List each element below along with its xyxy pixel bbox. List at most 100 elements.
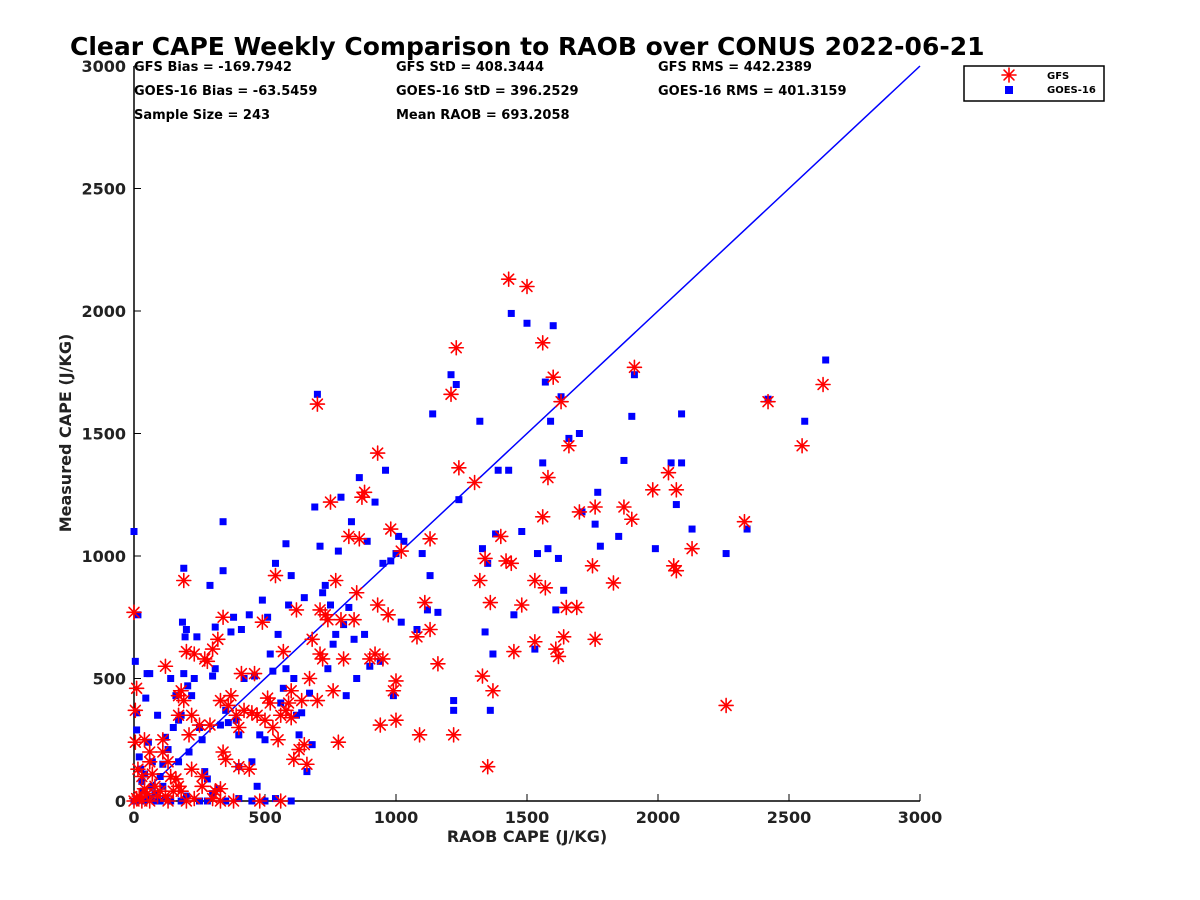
gfs-point — [333, 611, 349, 628]
gfs-point — [388, 712, 404, 728]
gfs-point — [534, 508, 551, 525]
gfs-point — [411, 727, 428, 743]
goes-point — [211, 665, 219, 673]
goes-point — [539, 459, 547, 467]
gfs-point — [275, 643, 292, 660]
gfs-point — [479, 758, 496, 775]
goes-point — [332, 630, 340, 638]
goes-point — [290, 675, 298, 682]
gfs-point — [668, 562, 685, 579]
goes-point — [182, 626, 190, 633]
y-tick-label: 2500 — [81, 180, 126, 199]
goes-point — [222, 706, 230, 714]
goes-point — [156, 773, 164, 780]
goes-point — [688, 525, 696, 533]
goes-point — [184, 682, 192, 690]
goes-point — [227, 628, 235, 636]
goes-point — [190, 675, 198, 682]
stat-goes-rms: GOES-16 RMS = 401.3159 — [658, 84, 847, 99]
goes-point — [486, 706, 494, 714]
gfs-point — [186, 790, 203, 807]
goes-point — [133, 726, 141, 734]
goes-point — [334, 547, 342, 555]
gfs-point — [393, 543, 410, 559]
goes-point — [300, 594, 308, 602]
stats-block: GFS Bias = -169.7942 GFS StD = 408.3444 … — [134, 60, 847, 123]
goes-point — [159, 760, 167, 768]
gfs-point — [233, 665, 250, 682]
goes-point — [455, 496, 463, 504]
goes-point — [429, 410, 437, 418]
gfs-point — [212, 780, 229, 797]
goes-point — [651, 545, 659, 553]
gfs-point — [571, 504, 588, 520]
goes-point — [269, 667, 277, 675]
goes-point — [547, 417, 555, 425]
goes-point — [154, 711, 162, 719]
goes-point — [489, 650, 497, 658]
goes-point — [353, 675, 361, 682]
gfs-point — [178, 643, 195, 660]
gfs-point — [372, 717, 389, 733]
goes-point — [510, 611, 518, 619]
goes-point — [340, 621, 348, 629]
gfs-point — [335, 651, 352, 667]
legend-box — [963, 65, 1105, 102]
stat-gfs-std: GFS StD = 408.3444 — [396, 60, 544, 75]
gfs-point — [375, 651, 391, 667]
gfs-point — [605, 575, 622, 591]
goes-point — [544, 545, 552, 553]
legend-gfs-label: GFS — [1047, 71, 1069, 82]
gfs-point — [228, 707, 244, 724]
gfs-point — [448, 339, 465, 356]
goes-point — [594, 488, 602, 496]
gfs-point — [141, 793, 158, 809]
gfs-point — [369, 597, 386, 613]
gfs-point — [422, 621, 438, 638]
axis-ticks: 0 500 1000 1500 2000 2500 3000 0 500 1000 1500 2000… — [81, 57, 942, 827]
y-tick-label: 3000 — [81, 57, 126, 76]
gfs-point — [283, 709, 300, 726]
goes-point — [133, 709, 141, 717]
gfs-point — [527, 572, 543, 589]
goes-point — [285, 601, 293, 609]
goes-point — [188, 692, 196, 700]
gfs-series — [126, 271, 831, 809]
goes-point — [298, 709, 306, 717]
gfs-point — [482, 594, 499, 611]
goes-point — [144, 738, 152, 746]
goes-point — [379, 559, 387, 567]
chart-title: Clear CAPE Weekly Comparison to RAOB ove… — [70, 32, 985, 61]
gfs-point — [527, 633, 543, 650]
goes-point — [434, 608, 442, 616]
goes-point — [596, 542, 604, 550]
gfs-point — [130, 761, 146, 777]
reference-line-layer — [133, 65, 921, 802]
goes-point — [478, 545, 486, 553]
goes-point — [219, 518, 227, 526]
gfs-point — [623, 511, 640, 528]
goes-point — [248, 797, 256, 805]
goes-point — [206, 581, 214, 589]
goes-point — [615, 532, 623, 540]
gfs-point — [644, 482, 661, 498]
goes-point — [628, 412, 636, 420]
x-tick-label: 1000 — [374, 808, 419, 827]
gfs-point — [385, 682, 402, 699]
gfs-point — [322, 494, 339, 510]
goes-point — [387, 557, 395, 565]
gfs-point — [380, 606, 396, 623]
goes-point — [371, 498, 379, 506]
gfs-point — [160, 793, 176, 809]
gfs-point — [215, 609, 231, 626]
stat-sample-size: Sample Size = 243 — [134, 108, 270, 123]
gfs-point — [587, 631, 603, 648]
goes-point — [258, 596, 266, 604]
goes-point — [308, 741, 316, 749]
goes-point — [591, 520, 599, 528]
goes-point — [361, 630, 369, 638]
gfs-point — [267, 567, 284, 584]
gfs-point — [127, 734, 144, 751]
goes-point — [193, 633, 201, 641]
gfs-point — [175, 692, 192, 709]
